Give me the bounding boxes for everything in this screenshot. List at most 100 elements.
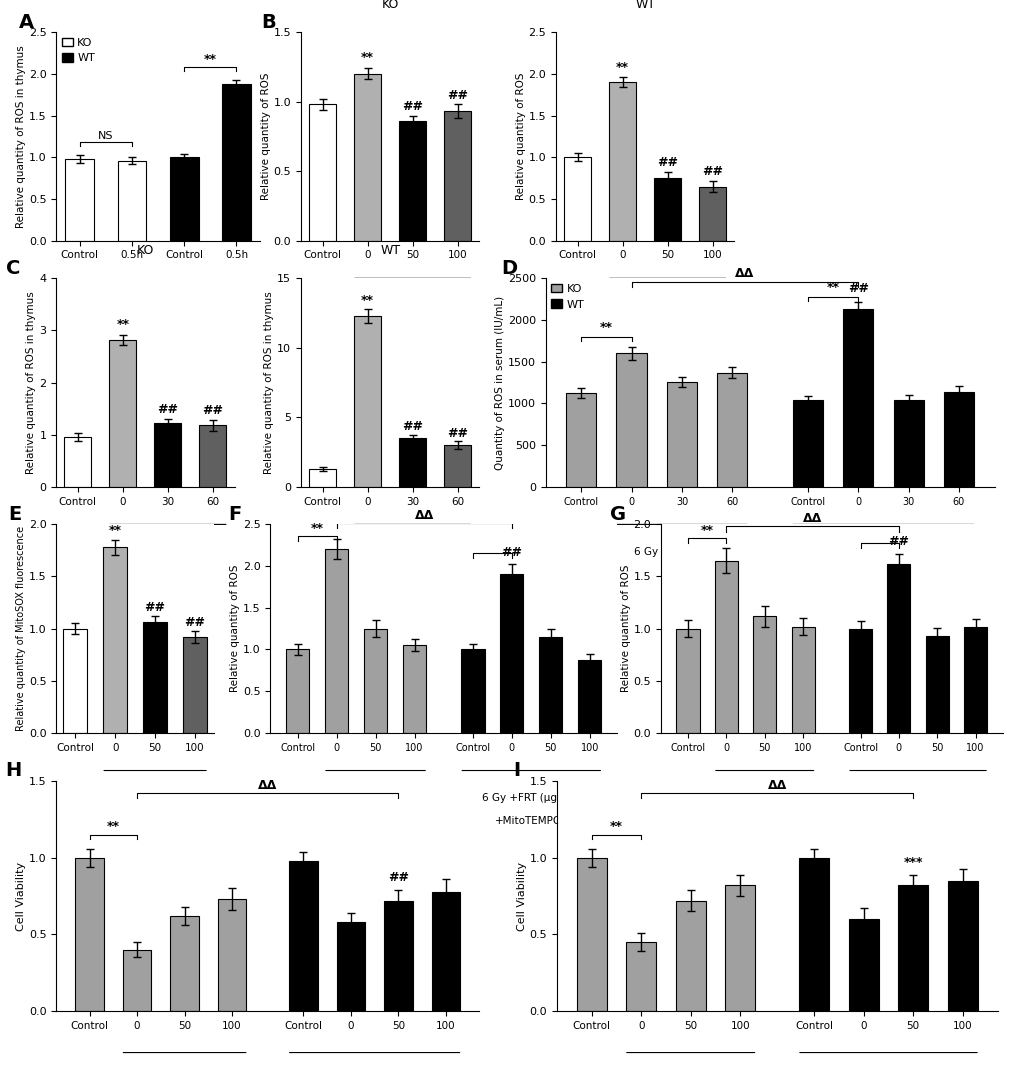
Bar [398,121,426,241]
Bar [364,628,387,733]
Bar [666,382,696,487]
Text: **: ** [599,321,612,334]
Y-axis label: Relative quantity of ROS in thymus: Relative quantity of ROS in thymus [264,291,274,474]
Bar [398,439,426,487]
Text: 6 Gy+FRT(μg/mL): 6 Gy+FRT(μg/mL) [622,302,713,311]
Bar [170,157,199,241]
Bar [615,353,646,487]
Bar [893,400,923,487]
Text: I: I [513,762,520,780]
Text: **: ** [311,522,323,535]
Text: 6 Gy+FRT(mg/kg): 6 Gy+FRT(mg/kg) [366,548,459,557]
Text: ***: *** [903,856,922,869]
Text: WT: WT [635,0,654,12]
Bar [578,659,601,733]
Y-axis label: Quantity of ROS in serum (IU/mL): Quantity of ROS in serum (IU/mL) [494,295,504,470]
Text: C: C [6,259,20,278]
Text: ##: ## [145,601,165,614]
Text: 6 Gy+FRT(mg/kg): 6 Gy+FRT(mg/kg) [121,548,214,557]
Bar [608,82,636,241]
Y-axis label: Cell Viability: Cell Viability [517,861,526,931]
Bar [117,160,146,241]
Bar [716,372,747,487]
Text: D: D [500,259,517,278]
Text: ΔΔ: ΔΔ [735,266,754,280]
Text: WT: WT [380,244,399,258]
Text: G: G [609,505,626,524]
Bar [109,340,137,487]
Text: ##: ## [446,89,468,102]
Bar [182,637,207,733]
Text: ##: ## [401,421,423,433]
Y-axis label: Cell Viability: Cell Viability [16,861,25,931]
Bar [103,547,127,733]
Bar [122,950,151,1011]
Bar [444,111,471,241]
Bar [566,393,596,487]
Y-axis label: Relative quantity of MitoSOX fluorescence: Relative quantity of MitoSOX fluorescenc… [16,526,25,731]
Y-axis label: Relative quantity of ROS: Relative quantity of ROS [621,565,630,692]
Bar [444,445,471,487]
Bar [791,627,814,733]
Bar [676,628,699,733]
Bar [461,649,484,733]
Text: ##: ## [446,427,468,440]
Text: ##: ## [500,546,522,559]
Text: 6 Gy +FRT(mg/kg): 6 Gy +FRT(mg/kg) [634,548,729,557]
Bar [577,858,606,1011]
Y-axis label: Relative quantity of ROS in thymus: Relative quantity of ROS in thymus [16,45,25,228]
Text: ##: ## [387,871,409,884]
Bar [222,83,251,241]
Legend: KO, WT: KO, WT [61,37,95,63]
Bar [200,425,226,487]
Text: **: ** [615,61,629,74]
Bar [564,157,590,241]
Y-axis label: Relative quantity of ROS: Relative quantity of ROS [516,73,525,200]
Bar [538,637,561,733]
Text: **: ** [700,524,713,537]
Text: KO: KO [137,244,154,258]
Text: ##: ## [157,403,178,416]
Bar [325,549,348,733]
Text: 6 Gy+FRT(μg/mL): 6 Gy+FRT(μg/mL) [367,302,459,311]
Bar [354,316,381,487]
Text: **: ** [107,821,119,834]
Text: ΔΔ: ΔΔ [414,509,433,522]
Bar [63,628,88,733]
Bar [848,628,871,733]
Text: ##: ## [656,156,678,169]
Bar [75,858,104,1011]
Bar [499,575,523,733]
Text: KO: KO [381,0,398,12]
Text: 6 Gy +FRT(mg/kg): 6 Gy +FRT(mg/kg) [835,548,930,557]
Text: ΔΔ: ΔΔ [802,513,821,525]
Y-axis label: Relative quantity of ROS: Relative quantity of ROS [230,565,239,692]
Bar [943,392,973,487]
Text: ##: ## [184,615,206,628]
Bar [752,616,775,733]
Text: 6 Gy +FRT (μg/mL): 6 Gy +FRT (μg/mL) [482,794,580,804]
Bar [143,623,167,733]
Y-axis label: Relative quantity of ROS: Relative quantity of ROS [261,73,270,200]
Text: **: ** [109,524,121,537]
Bar [336,922,365,1011]
Bar [925,636,948,733]
Bar [898,885,927,1011]
Text: E: E [9,505,21,524]
Text: ##: ## [888,535,909,548]
Text: +MitoTEMPOL: +MitoTEMPOL [494,816,568,826]
Text: ##: ## [701,165,722,179]
Text: B: B [262,13,276,32]
Bar [799,858,828,1011]
Text: F: F [228,505,242,524]
Bar [676,901,705,1011]
Bar [154,424,181,487]
Bar [792,400,822,487]
Bar [887,564,910,733]
Text: 6 Gy+FRT(μg/mL): 6 Gy+FRT(μg/mL) [109,794,201,804]
Text: 6 Gy +FRT (μg/mL): 6 Gy +FRT (μg/mL) [868,794,966,804]
Bar [218,899,247,1011]
Bar [626,942,655,1011]
Text: 6 Gy +FRT (μg/mL): 6 Gy +FRT (μg/mL) [714,794,813,804]
Bar [653,179,681,241]
